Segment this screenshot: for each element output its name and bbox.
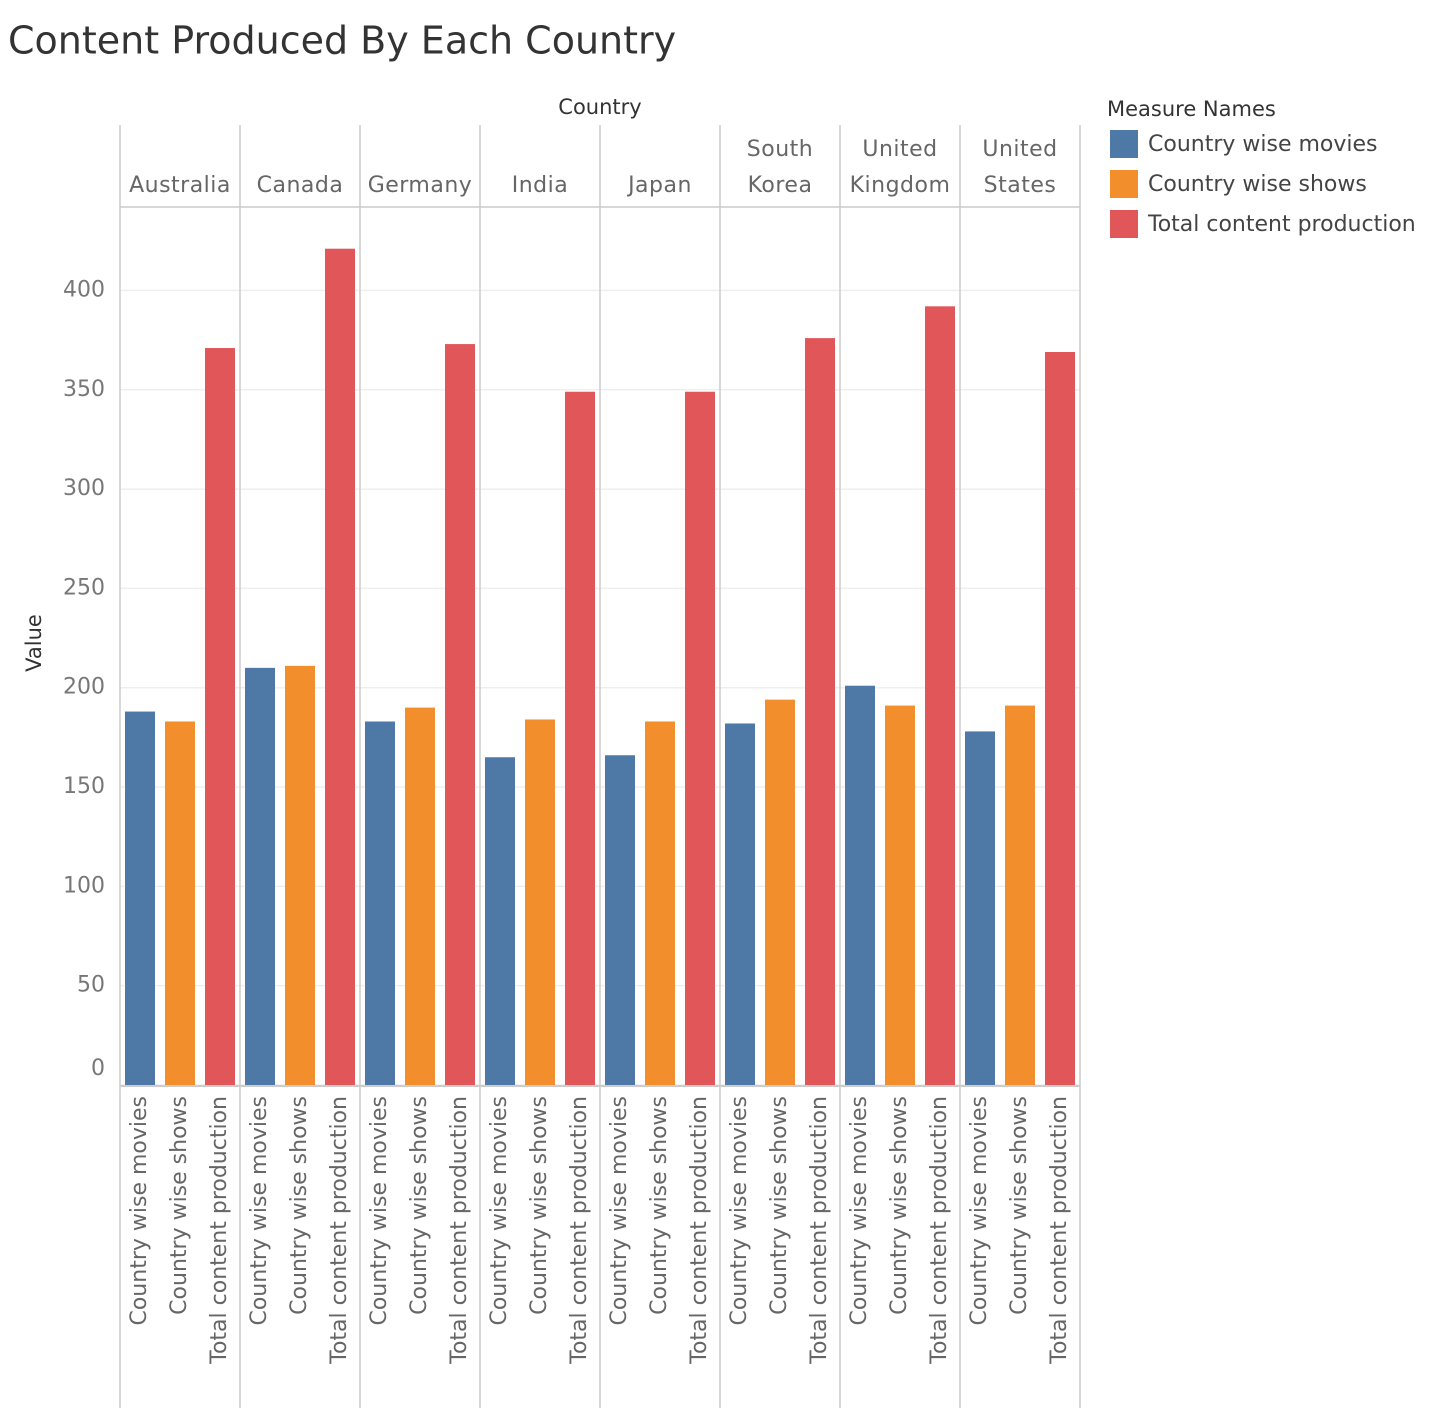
x-tick-label: Country wise movies bbox=[967, 1096, 992, 1326]
x-tick-label: Country wise movies bbox=[127, 1096, 152, 1326]
x-tick-label: Country wise movies bbox=[847, 1096, 872, 1326]
country-header-box: Germany bbox=[367, 173, 473, 198]
bar bbox=[685, 391, 715, 1085]
country-header: Japan bbox=[628, 173, 692, 198]
bar bbox=[245, 667, 275, 1085]
bar bbox=[445, 344, 475, 1085]
bar bbox=[525, 719, 555, 1085]
country-header-box: South Korea bbox=[746, 137, 814, 198]
bar bbox=[725, 723, 755, 1085]
country-header-box: Canada bbox=[256, 173, 344, 198]
bar bbox=[1045, 352, 1075, 1086]
x-tick-label: Total content production bbox=[927, 1096, 952, 1365]
x-tick-label: Total content production bbox=[327, 1096, 352, 1365]
y-tick-label: 300 bbox=[63, 476, 105, 501]
country-header: Australia bbox=[129, 173, 231, 198]
x-tick-label: Country wise shows bbox=[527, 1096, 552, 1315]
x-tick-label: Country wise shows bbox=[287, 1096, 312, 1315]
x-tick-label: Country wise shows bbox=[167, 1096, 192, 1315]
bar bbox=[125, 711, 155, 1085]
y-tick-label: 100 bbox=[63, 873, 105, 898]
bar bbox=[645, 721, 675, 1085]
chart-title: Content Produced By Each Country bbox=[8, 19, 676, 63]
legend-label: Country wise shows bbox=[1148, 172, 1367, 197]
bar bbox=[205, 348, 235, 1085]
legend-title: Measure Names bbox=[1107, 97, 1276, 121]
bar bbox=[165, 721, 195, 1085]
legend-swatch bbox=[1110, 170, 1138, 198]
x-tick-label: Country wise movies bbox=[247, 1096, 272, 1326]
country-header-box: Japan bbox=[628, 173, 692, 198]
legend-swatch bbox=[1110, 130, 1138, 158]
legend-label: Country wise movies bbox=[1148, 132, 1378, 157]
x-tick-label: Country wise shows bbox=[1007, 1096, 1032, 1315]
country-header-box: Australia bbox=[129, 173, 231, 198]
x-tick-label: Total content production bbox=[807, 1096, 832, 1365]
country-header: Germany bbox=[367, 173, 473, 198]
y-tick-label: 200 bbox=[63, 675, 105, 700]
x-tick-label: Country wise shows bbox=[887, 1096, 912, 1315]
legend-swatch bbox=[1110, 210, 1138, 238]
legend-label: Total content production bbox=[1147, 212, 1416, 237]
bar bbox=[285, 665, 315, 1085]
y-tick-label: 50 bbox=[77, 973, 105, 998]
country-header: South Korea bbox=[746, 137, 814, 198]
x-tick-label: Country wise movies bbox=[607, 1096, 632, 1326]
x-tick-label: Total content production bbox=[1047, 1096, 1072, 1365]
y-axis-title: Value bbox=[22, 614, 46, 672]
country-header-box: United Kingdom bbox=[849, 137, 951, 198]
country-header: United States bbox=[982, 137, 1058, 198]
y-tick-label: 250 bbox=[63, 575, 105, 600]
x-tick-label: Country wise shows bbox=[767, 1096, 792, 1315]
y-tick-label: 400 bbox=[63, 277, 105, 302]
bar bbox=[565, 391, 595, 1085]
x-tick-label: Total content production bbox=[207, 1096, 232, 1365]
y-tick-label: 0 bbox=[91, 1056, 105, 1081]
x-tick-label: Total content production bbox=[687, 1096, 712, 1365]
y-tick-label: 150 bbox=[63, 774, 105, 799]
bar bbox=[605, 755, 635, 1085]
x-tick-label: Country wise shows bbox=[407, 1096, 432, 1315]
country-header: Canada bbox=[256, 173, 344, 198]
bar bbox=[765, 699, 795, 1085]
bar bbox=[485, 757, 515, 1085]
country-header-box: United States bbox=[982, 137, 1058, 198]
x-tick-label: Total content production bbox=[567, 1096, 592, 1365]
country-header-box: India bbox=[511, 173, 569, 198]
bar bbox=[965, 731, 995, 1085]
bar bbox=[805, 338, 835, 1085]
bar bbox=[365, 721, 395, 1085]
bar bbox=[885, 705, 915, 1085]
country-header: United Kingdom bbox=[849, 137, 951, 198]
bar bbox=[1005, 705, 1035, 1085]
country-header: India bbox=[511, 173, 569, 198]
x-tick-label: Country wise movies bbox=[727, 1096, 752, 1326]
x-axis-title: Country bbox=[558, 95, 641, 119]
x-tick-label: Country wise movies bbox=[487, 1096, 512, 1326]
bar bbox=[925, 306, 955, 1085]
x-tick-label: Total content production bbox=[447, 1096, 472, 1365]
bar bbox=[405, 707, 435, 1085]
y-tick-label: 350 bbox=[63, 377, 105, 402]
bar bbox=[325, 248, 355, 1085]
x-tick-label: Country wise shows bbox=[647, 1096, 672, 1315]
bar bbox=[845, 685, 875, 1085]
x-tick-label: Country wise movies bbox=[367, 1096, 392, 1326]
